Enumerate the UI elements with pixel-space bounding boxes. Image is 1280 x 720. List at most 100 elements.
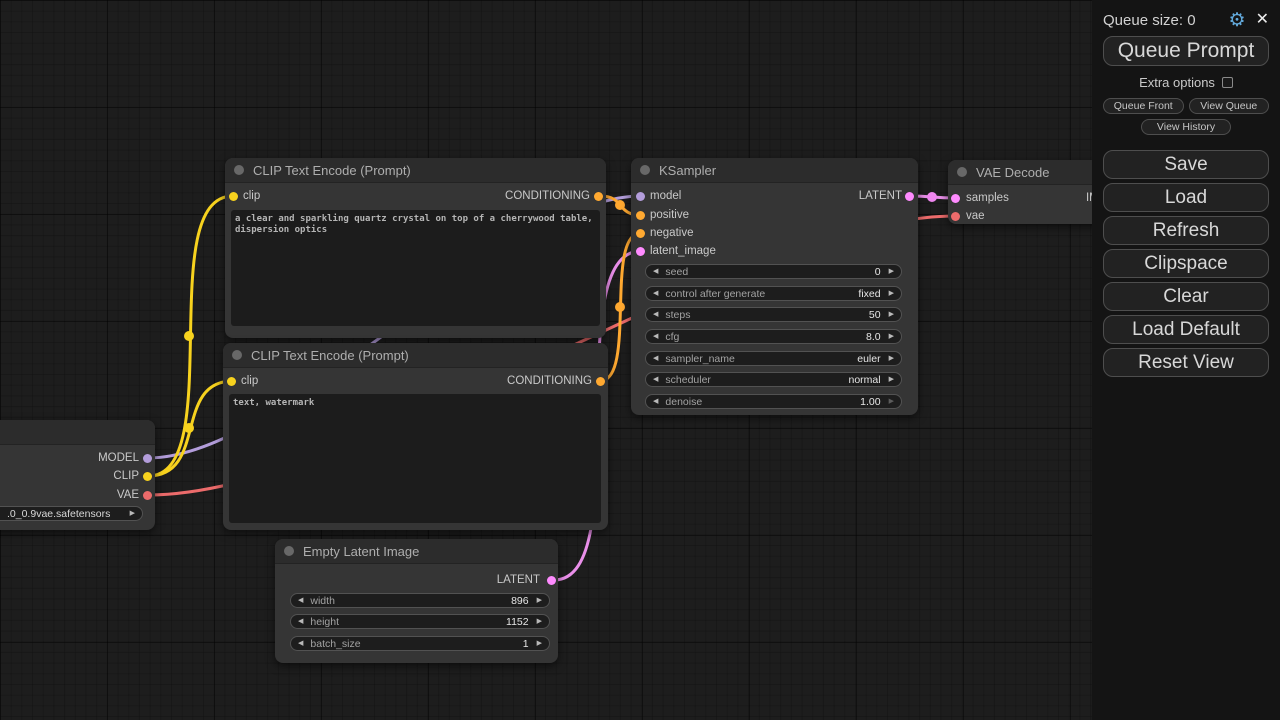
refresh-button[interactable]: Refresh bbox=[1103, 216, 1269, 245]
node-title-bar[interactable]: CLIP Text Encode (Prompt) bbox=[225, 158, 606, 183]
prompt-textarea[interactable]: a clear and sparkling quartz crystal on … bbox=[231, 210, 600, 326]
widget-label: seed bbox=[665, 265, 689, 278]
port-latent-image-input[interactable] bbox=[636, 246, 645, 256]
prompt-textarea[interactable]: text, watermark bbox=[229, 394, 601, 523]
stepper-left-icon[interactable]: ◀ bbox=[653, 333, 659, 340]
node-ksampler[interactable]: KSampler model positive negative latent_… bbox=[631, 158, 918, 415]
port-positive-input[interactable] bbox=[636, 210, 645, 220]
stepper-right-icon[interactable]: ▶ bbox=[536, 597, 542, 604]
stepper-left-icon[interactable]: ◀ bbox=[653, 398, 659, 405]
ckpt-name-widget[interactable]: .0_0.9vae.safetensors ▶ bbox=[0, 506, 143, 521]
widget-value: 1 bbox=[522, 637, 529, 650]
input-label-latent-image: latent_image bbox=[650, 245, 716, 257]
view-queue-button[interactable]: View Queue bbox=[1188, 98, 1269, 114]
widget-value: 8.0 bbox=[866, 330, 881, 343]
stepper-left-icon[interactable]: ◀ bbox=[298, 640, 304, 647]
widget-value: 1.00 bbox=[860, 395, 881, 408]
node-title: KSampler bbox=[659, 162, 717, 178]
close-icon[interactable]: ✕ bbox=[1255, 11, 1269, 28]
stepper-right-icon[interactable]: ▶ bbox=[888, 355, 894, 362]
port-conditioning-output[interactable] bbox=[594, 191, 603, 201]
clipspace-button[interactable]: Clipspace bbox=[1103, 249, 1269, 278]
stepper-right-icon[interactable]: ▶ bbox=[536, 640, 542, 647]
stepper-right-icon[interactable]: ▶ bbox=[888, 333, 894, 340]
widget-value: 896 bbox=[511, 594, 529, 607]
reset-view-button[interactable]: Reset View bbox=[1103, 348, 1269, 377]
port-clip-input[interactable] bbox=[227, 376, 236, 386]
node-checkpoint-loader[interactable]: MODEL CLIP VAE .0_0.9vae.safetensors ▶ bbox=[0, 420, 155, 530]
stepper-right-icon[interactable]: ▶ bbox=[888, 268, 894, 275]
node-empty-latent-image[interactable]: Empty Latent Image LATENT ◀ width 896 ▶ … bbox=[275, 539, 558, 663]
stepper-right-icon[interactable]: ▶ bbox=[888, 398, 894, 405]
output-label-clip: CLIP bbox=[113, 470, 139, 482]
stepper-left-icon[interactable]: ◀ bbox=[653, 268, 659, 275]
widget-sampler-name[interactable]: ◀ sampler_name euler ▶ bbox=[645, 351, 902, 366]
stepper-left-icon[interactable]: ◀ bbox=[653, 376, 659, 383]
widget-height[interactable]: ◀ height 1152 ▶ bbox=[290, 614, 550, 629]
view-history-button[interactable]: View History bbox=[1141, 119, 1231, 135]
output-label-conditioning: CONDITIONING bbox=[505, 190, 590, 202]
input-label-negative: negative bbox=[650, 227, 694, 239]
port-vae-output[interactable] bbox=[143, 490, 152, 500]
clear-button[interactable]: Clear bbox=[1103, 282, 1269, 311]
queue-prompt-button[interactable]: Queue Prompt bbox=[1103, 36, 1269, 66]
widget-scheduler[interactable]: ◀ scheduler normal ▶ bbox=[645, 372, 902, 387]
settings-gear-icon[interactable]: ⚙ bbox=[1228, 9, 1246, 31]
collapse-dot-icon[interactable] bbox=[232, 350, 242, 360]
queue-size-label: Queue size: 0 bbox=[1103, 11, 1196, 29]
stepper-right-icon[interactable]: ▶ bbox=[129, 510, 135, 517]
widget-label: cfg bbox=[665, 330, 680, 343]
widget-denoise[interactable]: ◀ denoise 1.00 ▶ bbox=[645, 394, 902, 409]
stepper-right-icon[interactable]: ▶ bbox=[888, 311, 894, 318]
node-title-bar[interactable] bbox=[0, 420, 155, 445]
port-clip-input[interactable] bbox=[229, 191, 238, 201]
node-title-bar[interactable]: KSampler bbox=[631, 158, 918, 183]
widget-value: fixed bbox=[858, 287, 881, 300]
widget-label: sampler_name bbox=[665, 352, 735, 365]
stepper-left-icon[interactable]: ◀ bbox=[653, 311, 659, 318]
node-title-bar[interactable]: CLIP Text Encode (Prompt) bbox=[223, 343, 608, 368]
input-label-positive: positive bbox=[650, 209, 689, 221]
widget-width[interactable]: ◀ width 896 ▶ bbox=[290, 593, 550, 608]
stepper-right-icon[interactable]: ▶ bbox=[888, 376, 894, 383]
widget-value: 1152 bbox=[506, 615, 529, 628]
port-clip-output[interactable] bbox=[143, 471, 152, 481]
load-button[interactable]: Load bbox=[1103, 183, 1269, 212]
node-clip-text-encode-positive[interactable]: CLIP Text Encode (Prompt) clip CONDITION… bbox=[225, 158, 606, 338]
extra-options-checkbox[interactable] bbox=[1221, 76, 1233, 88]
load-default-button[interactable]: Load Default bbox=[1103, 315, 1269, 344]
collapse-dot-icon[interactable] bbox=[234, 165, 244, 175]
widget-seed[interactable]: ◀ seed 0 ▶ bbox=[645, 264, 902, 279]
port-latent-output[interactable] bbox=[547, 575, 556, 585]
widget-value: euler bbox=[857, 352, 881, 365]
port-model-output[interactable] bbox=[143, 453, 152, 463]
collapse-dot-icon[interactable] bbox=[284, 546, 294, 556]
port-vae-input[interactable] bbox=[951, 211, 960, 221]
node-clip-text-encode-negative[interactable]: CLIP Text Encode (Prompt) clip CONDITION… bbox=[223, 343, 608, 530]
input-label-vae: vae bbox=[966, 210, 985, 222]
stepper-right-icon[interactable]: ▶ bbox=[536, 618, 542, 625]
port-samples-input[interactable] bbox=[951, 193, 960, 203]
port-conditioning-output[interactable] bbox=[596, 376, 605, 386]
port-latent-output[interactable] bbox=[905, 191, 914, 201]
stepper-left-icon[interactable]: ◀ bbox=[653, 290, 659, 297]
stepper-left-icon[interactable]: ◀ bbox=[298, 597, 304, 604]
stepper-right-icon[interactable]: ▶ bbox=[888, 290, 894, 297]
collapse-dot-icon[interactable] bbox=[957, 167, 967, 177]
port-negative-input[interactable] bbox=[636, 228, 645, 238]
extra-options-label: Extra options bbox=[1139, 74, 1215, 90]
widget-batch-size[interactable]: ◀ batch_size 1 ▶ bbox=[290, 636, 550, 651]
collapse-dot-icon[interactable] bbox=[640, 165, 650, 175]
save-button[interactable]: Save bbox=[1103, 150, 1269, 179]
queue-front-button[interactable]: Queue Front bbox=[1103, 98, 1184, 114]
stepper-left-icon[interactable]: ◀ bbox=[298, 618, 304, 625]
node-title-bar[interactable]: Empty Latent Image bbox=[275, 539, 558, 564]
stepper-left-icon[interactable]: ◀ bbox=[653, 355, 659, 362]
widget-control-after-generate[interactable]: ◀ control after generate fixed ▶ bbox=[645, 286, 902, 301]
output-label-vae: VAE bbox=[116, 489, 139, 501]
widget-steps[interactable]: ◀ steps 50 ▶ bbox=[645, 307, 902, 322]
widget-cfg[interactable]: ◀ cfg 8.0 ▶ bbox=[645, 329, 902, 344]
port-model-input[interactable] bbox=[636, 191, 645, 201]
widget-label: denoise bbox=[665, 395, 703, 408]
